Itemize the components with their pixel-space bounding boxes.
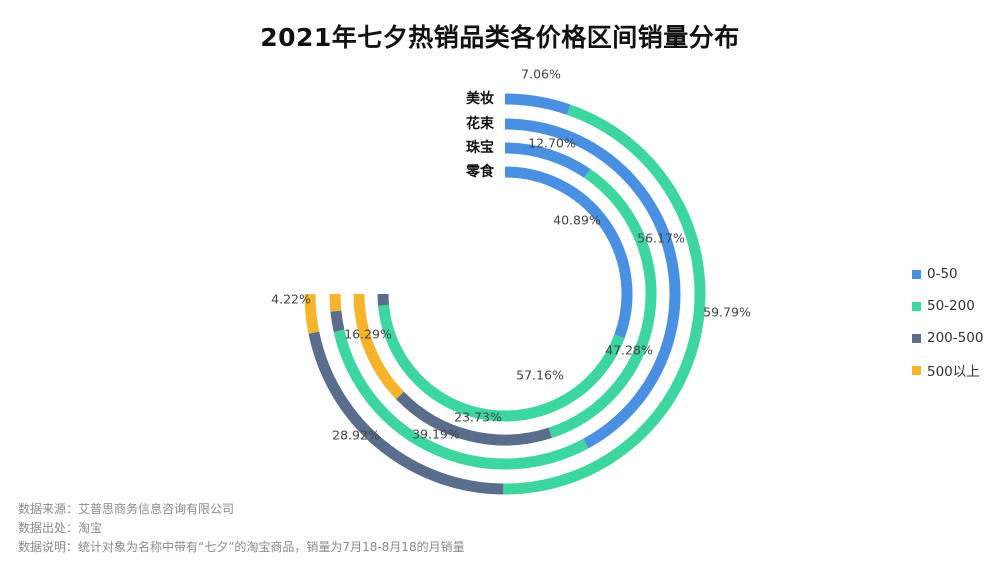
data-label: 59.79%	[703, 305, 751, 320]
footer-origin: 数据出处：淘宝	[18, 521, 103, 535]
legend-item-0-50[interactable]: 0-50	[912, 258, 983, 290]
legend-label: 500以上	[927, 364, 980, 380]
data-label: 7.06%	[521, 67, 561, 82]
legend-label: 200-500	[927, 330, 984, 346]
ring-segment-0-50[interactable]	[504, 93, 571, 115]
ring-segment-200-500[interactable]	[330, 310, 345, 333]
ring-segment-500以上[interactable]	[353, 293, 404, 400]
legend-label: 50-200	[927, 298, 975, 314]
category-label: 花束	[466, 115, 495, 132]
data-label: 57.16%	[516, 368, 564, 383]
legend-swatch	[912, 301, 921, 311]
ring-segment-50-200[interactable]	[503, 104, 706, 495]
ring-segment-50-200[interactable]	[333, 329, 589, 470]
ring-segment-500以上[interactable]	[304, 293, 320, 334]
data-label: 12.70%	[528, 136, 576, 151]
ring-segment-50-200[interactable]	[378, 304, 625, 422]
legend-swatch	[912, 365, 921, 375]
ring-group	[304, 93, 706, 495]
footer-note: 数据说明：统计对象为名称中带有“七夕”的淘宝商品，销量为7月18-8月18的月销…	[18, 540, 465, 554]
legend: 0-50 50-200 200-500 500以上	[912, 258, 983, 386]
data-label: 40.89%	[553, 213, 601, 228]
legend-label: 0-50	[927, 266, 958, 282]
ring-segment-200-500[interactable]	[308, 331, 504, 495]
chart-title: 2021年七夕热销品类各价格区间销量分布	[260, 23, 740, 52]
ring-segment-200-500[interactable]	[377, 293, 389, 306]
legend-item-50-200[interactable]: 50-200	[912, 290, 983, 322]
ring-segment-0-50[interactable]	[504, 166, 633, 339]
ring-segment-50-200[interactable]	[548, 168, 657, 439]
data-label: 23.73%	[454, 410, 502, 425]
data-label: 4.22%	[271, 292, 311, 307]
ring-segment-0-50[interactable]	[504, 118, 681, 449]
data-label: 56.17%	[637, 231, 685, 246]
legend-item-200-500[interactable]: 200-500	[912, 322, 983, 354]
data-label: 39.19%	[412, 427, 460, 442]
legend-item-500-plus[interactable]: 500以上	[912, 354, 983, 386]
data-label: 47.28%	[605, 343, 653, 358]
footer: 数据来源：艾普思商务信息咨询有限公司 数据出处：淘宝 数据说明：统计对象为名称中…	[18, 500, 465, 557]
legend-swatch	[912, 333, 921, 343]
category-label: 零食	[465, 163, 495, 180]
legend-swatch	[912, 269, 921, 279]
data-label: 16.29%	[344, 327, 392, 342]
ring-segment-0-50[interactable]	[504, 142, 591, 178]
category-label: 美妆	[466, 90, 494, 107]
category-label: 珠宝	[466, 139, 494, 156]
ring-segment-200-500[interactable]	[395, 391, 552, 446]
ring-segment-500以上[interactable]	[329, 293, 342, 312]
footer-source: 数据来源：艾普思商务信息咨询有限公司	[18, 502, 235, 516]
data-label: 28.92%	[332, 428, 380, 443]
